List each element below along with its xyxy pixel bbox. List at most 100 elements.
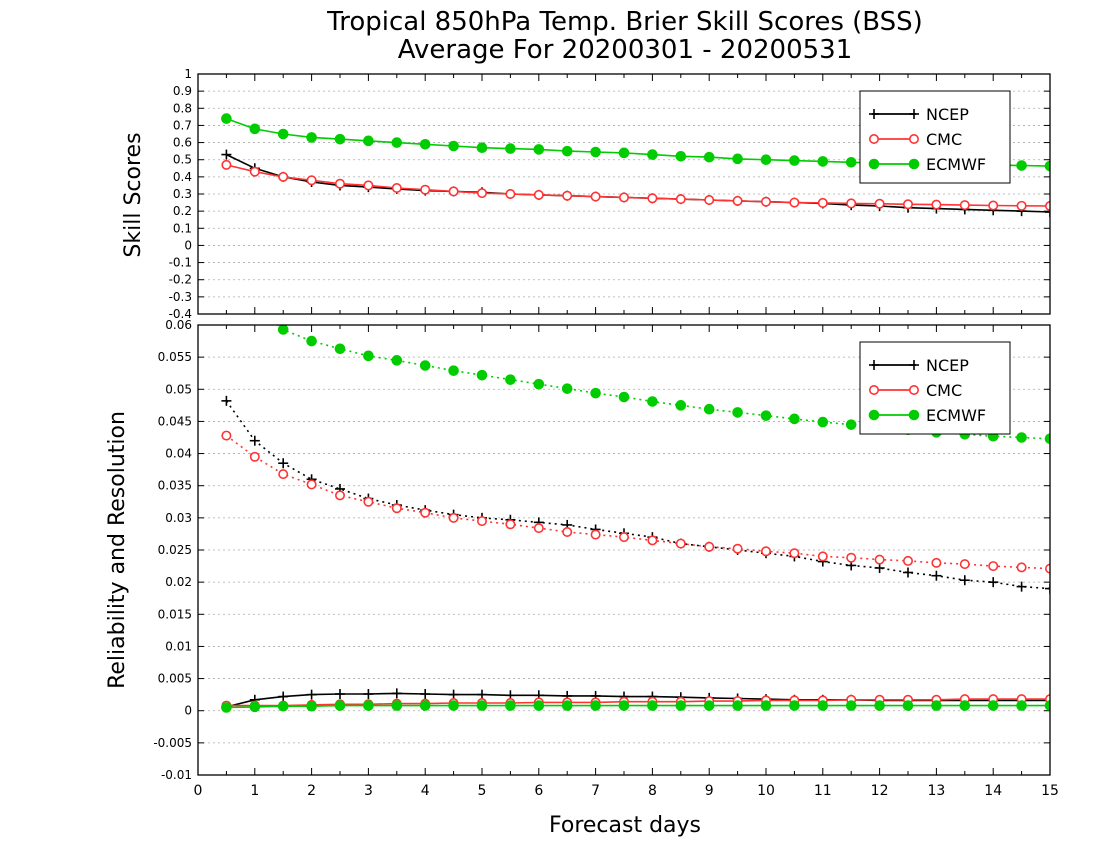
bottom-ytick-label: 0 xyxy=(184,704,192,718)
bottom-cmc-resolution-point xyxy=(278,469,289,480)
bottom-ecmwf-reliability-point xyxy=(391,700,403,711)
bottom-cmc-resolution-point xyxy=(334,490,345,501)
xtick-label: 10 xyxy=(757,783,775,799)
top-cmc-point xyxy=(562,190,573,201)
bottom-ncep-reliability-point xyxy=(448,689,459,700)
bottom-ecmwf-reliability-point xyxy=(703,700,715,711)
bottom-ytick-label: 0.04 xyxy=(165,447,192,461)
bottom-ncep-resolution-point xyxy=(1045,583,1050,594)
top-ecmwf-point xyxy=(391,137,403,148)
xtick-label: 6 xyxy=(534,783,543,799)
top-ecmwf-point xyxy=(1016,160,1027,171)
chart-title: Tropical 850hPa Temp. Brier Skill Scores… xyxy=(326,7,923,37)
bottom-cmc-resolution-point xyxy=(931,557,942,568)
bottom-ecmwf-resolution-point xyxy=(732,407,743,418)
bottom-cmc-resolution-point xyxy=(306,479,317,490)
bottom-ncep-reliability-point xyxy=(335,689,345,699)
bottom-ecmwf-resolution-point xyxy=(590,387,601,399)
top-ytick-label: 0.7 xyxy=(173,118,192,132)
bottom-ecmwf-resolution-point xyxy=(505,374,516,385)
bottom-cmc-resolution-point xyxy=(959,559,970,570)
bottom-ecmwf-reliability-point xyxy=(419,700,431,711)
bottom-ecmwf-resolution-point xyxy=(845,419,857,430)
bottom-plot-frame xyxy=(197,324,1051,776)
top-cmc-point xyxy=(505,189,516,200)
bottom-cmc-resolution-point xyxy=(221,430,232,441)
bottom-legend-marker-cmc xyxy=(908,384,919,395)
bottom-ncep-resolution-point xyxy=(278,458,289,469)
bottom-ecmwf-reliability-point xyxy=(760,700,772,711)
top-ytick-label: 0.2 xyxy=(173,204,192,218)
top-y-axis-label: Skill Scores xyxy=(121,132,146,257)
top-legend-label-cmc: CMC xyxy=(926,130,962,149)
top-ytick-label: -0.2 xyxy=(169,273,192,287)
bottom-ncep-resolution-point xyxy=(931,570,942,581)
top-ecmwf-point xyxy=(675,150,687,162)
bottom-ecmwf-reliability-point xyxy=(959,700,971,711)
bottom-y-axis-label: Reliability and Resolution xyxy=(105,411,130,689)
top-ytick-label: 0.8 xyxy=(173,101,192,115)
bottom-ecmwf-reliability-point xyxy=(987,700,999,711)
bottom-cmc-resolution-point xyxy=(420,507,431,518)
top-ecmwf-point xyxy=(419,138,431,150)
bottom-cmc-resolution-point xyxy=(704,541,715,552)
xtick-label: 7 xyxy=(591,783,600,799)
top-legend-box xyxy=(859,90,1011,184)
x-axis-label: Forecast days xyxy=(549,813,701,838)
bottom-ecmwf-reliability-point xyxy=(306,700,317,712)
bottom-ncep-resolution-point xyxy=(903,567,913,578)
bottom-legend-marker-ecmwf xyxy=(868,409,880,421)
top-ytick-label: 0.1 xyxy=(173,221,192,235)
bottom-ecmwf-reliability-point xyxy=(817,700,829,711)
bottom-cmc-resolution-point xyxy=(760,546,771,557)
top-ecmwf-point xyxy=(505,143,516,154)
top-cmc-point xyxy=(249,166,260,177)
bottom-cmc-resolution-point xyxy=(590,529,601,540)
top-cmc-point xyxy=(732,195,743,206)
bottom-legend-label-cmc: CMC xyxy=(926,381,962,400)
top-cmc-point xyxy=(448,186,459,197)
top-legend: NCEP CMC ECMWF xyxy=(859,90,1011,184)
top-legend-label-ncep: NCEP xyxy=(926,105,969,124)
top-ecmwf-point xyxy=(760,154,772,166)
bottom-ecmwf-reliability-point xyxy=(505,700,516,711)
bottom-ecmwf-resolution-point xyxy=(817,416,829,428)
xtick-label: 11 xyxy=(814,783,832,799)
top-ecmwf-point xyxy=(845,156,857,168)
bottom-ncep-reliability-point xyxy=(420,689,431,699)
bottom-ytick-label: -0.01 xyxy=(161,768,192,782)
bottom-cmc-reliability-line xyxy=(226,698,1050,707)
bottom-cmc-resolution-point xyxy=(732,543,743,554)
reliability-resolution-panel: 0.060.0550.050.0450.040.0350.030.0250.02… xyxy=(153,318,1059,799)
bottom-ytick-label: 0.025 xyxy=(158,543,192,557)
top-ytick-label: -0.4 xyxy=(169,307,192,321)
bottom-ecmwf-resolution-point xyxy=(703,403,715,415)
xtick-label: 1 xyxy=(250,783,259,799)
bottom-legend: NCEP CMC ECMWF xyxy=(859,341,1011,435)
skill-score-panel: 1 0.9 0.8 0.7 0.6 0.5 0.4 0.3 0.2 0.1 0 -0.1 -0.2 -0.… xyxy=(169,67,1051,321)
top-ecmwf-point xyxy=(647,149,658,160)
bottom-ecmwf-resolution-point xyxy=(334,343,346,355)
top-cmc-point xyxy=(874,198,885,209)
xtick-label: 13 xyxy=(927,783,945,799)
top-ytick-label: -0.1 xyxy=(169,256,192,270)
bottom-ytick-label: 0.005 xyxy=(158,672,192,686)
bottom-ecmwf-reliability-point xyxy=(476,700,488,711)
xtick-label: 0 xyxy=(194,783,203,799)
xtick-label: 2 xyxy=(307,783,316,799)
top-legend-marker-ncep xyxy=(869,109,879,119)
top-cmc-point xyxy=(675,194,686,205)
top-cmc-point xyxy=(278,171,289,182)
bottom-ecmwf-reliability-point xyxy=(732,700,743,711)
bottom-ytick-label: -0.005 xyxy=(153,736,192,750)
xtick-label: 12 xyxy=(871,783,889,799)
bottom-legend-marker-ncep xyxy=(909,360,919,370)
bottom-ecmwf-resolution-point xyxy=(760,410,772,421)
top-ecmwf-point xyxy=(363,135,374,147)
top-ytick-label: 0 xyxy=(184,238,192,252)
top-ecmwf-point xyxy=(817,156,829,167)
top-cmc-point xyxy=(760,196,771,207)
top-ecmwf-point xyxy=(590,146,601,158)
bottom-ncep-resolution-point xyxy=(874,563,885,573)
bottom-ytick-label: 0.035 xyxy=(158,479,192,493)
